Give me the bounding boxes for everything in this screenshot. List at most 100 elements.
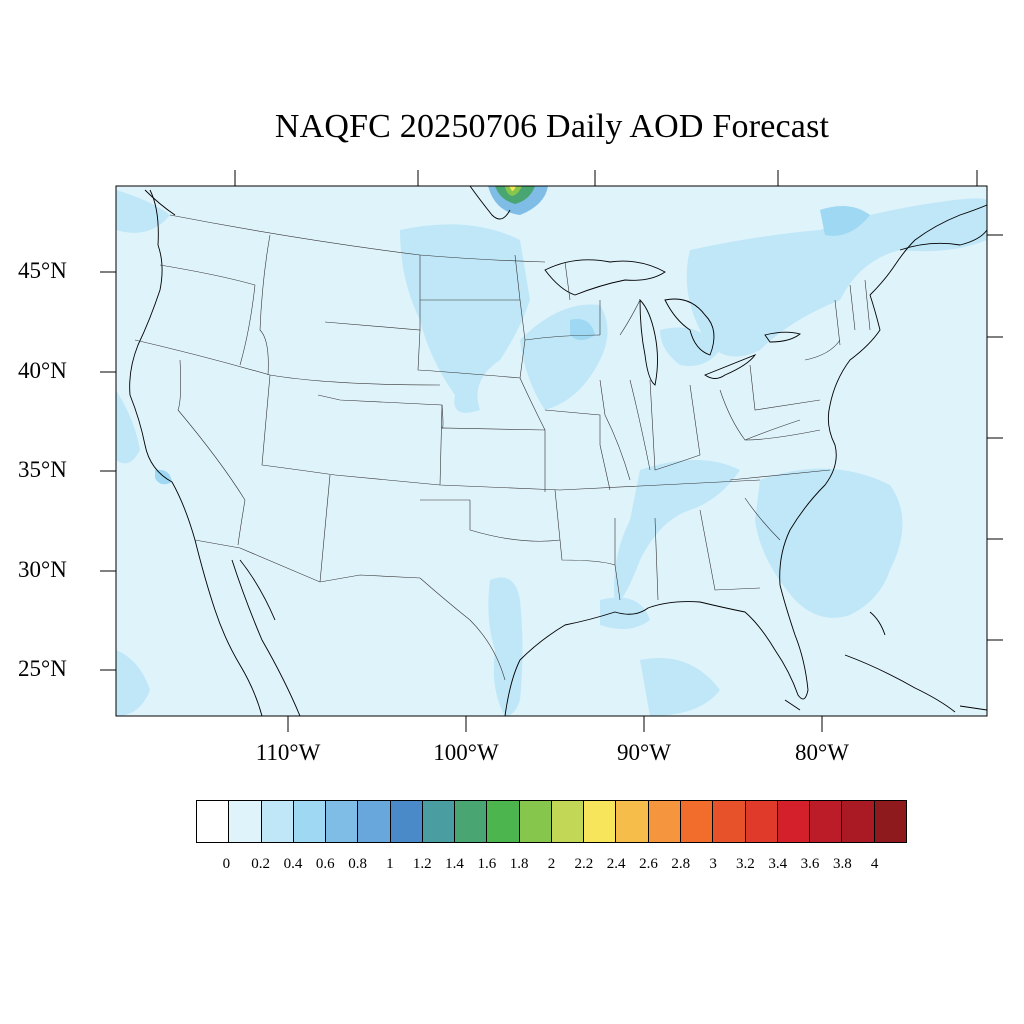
colorbar-cell [390, 801, 423, 842]
colorbar-tick-label: 1.2 [412, 856, 432, 872]
colorbar-cell [842, 801, 875, 842]
gulf-of-california [231, 559, 301, 716]
colorbar-tick-label: 0.6 [315, 856, 335, 872]
colorbar-cell [551, 801, 585, 842]
plume-southeast [614, 460, 740, 605]
aod-plumes [116, 190, 987, 716]
lat-label-40n: 40°N [18, 358, 67, 383]
lake-huron [664, 298, 715, 356]
plume-socal [155, 469, 172, 485]
mexico-west [239, 559, 276, 621]
colorbar-cell [616, 801, 649, 842]
plume-west-coast [116, 390, 140, 464]
lat-label-35n: 35°N [18, 457, 67, 482]
colorbar-tick-label: 3.4 [768, 856, 788, 872]
vancouver-island [144, 189, 176, 216]
coastlines [129, 186, 987, 716]
gulf-coast [504, 584, 809, 716]
bahamas [869, 611, 886, 636]
colorbar-cell [293, 801, 327, 842]
map-frame [115, 185, 988, 717]
lon-label-110w: 110°W [255, 740, 321, 765]
plume-northwest-pacific [116, 190, 170, 233]
colorbar-tick-label: 2.6 [639, 856, 658, 872]
lake-michigan [639, 298, 658, 386]
hotspot-core [505, 186, 522, 196]
lake-superior [544, 259, 666, 296]
colorbar-cell [810, 801, 843, 842]
colorbar-cell [777, 801, 811, 842]
colorbar-cell [487, 801, 520, 842]
colorbar-cell [455, 801, 488, 842]
colorbar-tick-label: 4 [870, 856, 879, 872]
colorbar-cell [358, 801, 391, 842]
colorbar-tick-label: 0.8 [348, 856, 367, 872]
aod-hotspot [488, 186, 548, 215]
colorbar-tick-label: 1.6 [477, 856, 497, 872]
lon-label-90w: 90°W [617, 740, 671, 765]
plume-south-texas [488, 577, 523, 716]
florida-keys [784, 699, 801, 711]
colorbar-tick-label: 2 [547, 856, 556, 872]
colorbar-tick-label: 3.8 [832, 856, 852, 872]
colorbar-cell [874, 801, 906, 842]
lake-ontario [764, 331, 801, 343]
tick-marks [100, 170, 1003, 732]
colorbar-tick-label: 3.6 [800, 856, 820, 872]
map-title: NAQFC 20250706 Daily AOD Forecast [274, 108, 830, 145]
cuba [844, 654, 956, 713]
colorbar-tick-label: 0.2 [251, 856, 270, 872]
plume-atlantic [755, 468, 903, 618]
lon-label-80w: 80°W [795, 740, 849, 765]
plume-great-lakes [660, 327, 720, 366]
lat-label-45n: 45°N [18, 258, 67, 283]
plume-ne-border [820, 206, 870, 236]
colorbar-cell [745, 801, 778, 842]
plume-pacific-south [116, 650, 150, 716]
colorbar-cell [197, 801, 230, 842]
pacific-coast [129, 189, 196, 541]
lat-label-25n: 25°N [18, 656, 67, 681]
hotspot-mid [495, 186, 535, 204]
colorbar-cell [326, 801, 359, 842]
colorbar-tick-label: 0.4 [283, 856, 303, 872]
colorbar-tick-label: 1 [386, 856, 394, 872]
lat-label-30n: 30°N [18, 557, 67, 582]
hotspot-peak [509, 186, 516, 191]
colorbar-cell [519, 801, 552, 842]
plume-canada-east [686, 198, 987, 357]
colorbar-tick-label: 3.2 [736, 856, 755, 872]
plume-northern-plains [400, 224, 530, 413]
colorbar-cell [422, 801, 456, 842]
lake-erie [704, 354, 757, 379]
colorbar-tick-label: 2.4 [606, 856, 626, 872]
lon-label-100w: 100°W [433, 740, 499, 765]
colorbar-tick-label: 3 [709, 856, 717, 872]
plume-gulf [600, 597, 650, 629]
colorbar-cell [648, 801, 681, 842]
colorbar-cell [680, 801, 714, 842]
state-borders [134, 214, 871, 681]
colorbar-cell [261, 801, 294, 842]
colorbar-tick-label: 2.8 [671, 856, 691, 872]
atlantic-coast [779, 294, 881, 586]
baja-coast [194, 539, 263, 716]
plume-caribbean [640, 658, 720, 716]
colorbar-tick-label: 2.2 [574, 856, 594, 872]
colorbar-tick-label: 1.8 [509, 856, 529, 872]
colorbar-tick-label: 1.4 [445, 856, 464, 872]
colorbar-tick-label: 0 [222, 856, 231, 872]
plume-wi [570, 319, 595, 340]
canada-border [169, 214, 546, 263]
mexico-border [194, 539, 506, 681]
colorbar-cell [713, 801, 746, 842]
hispaniola [959, 705, 987, 711]
colorbar-cell [584, 801, 617, 842]
colorbar-cell [229, 801, 262, 842]
hudson-bay-shore [469, 186, 511, 220]
aod-plumes-mid [155, 206, 870, 485]
colorbar [196, 800, 907, 843]
great-lakes [544, 259, 801, 386]
new-england-coast [869, 204, 987, 296]
